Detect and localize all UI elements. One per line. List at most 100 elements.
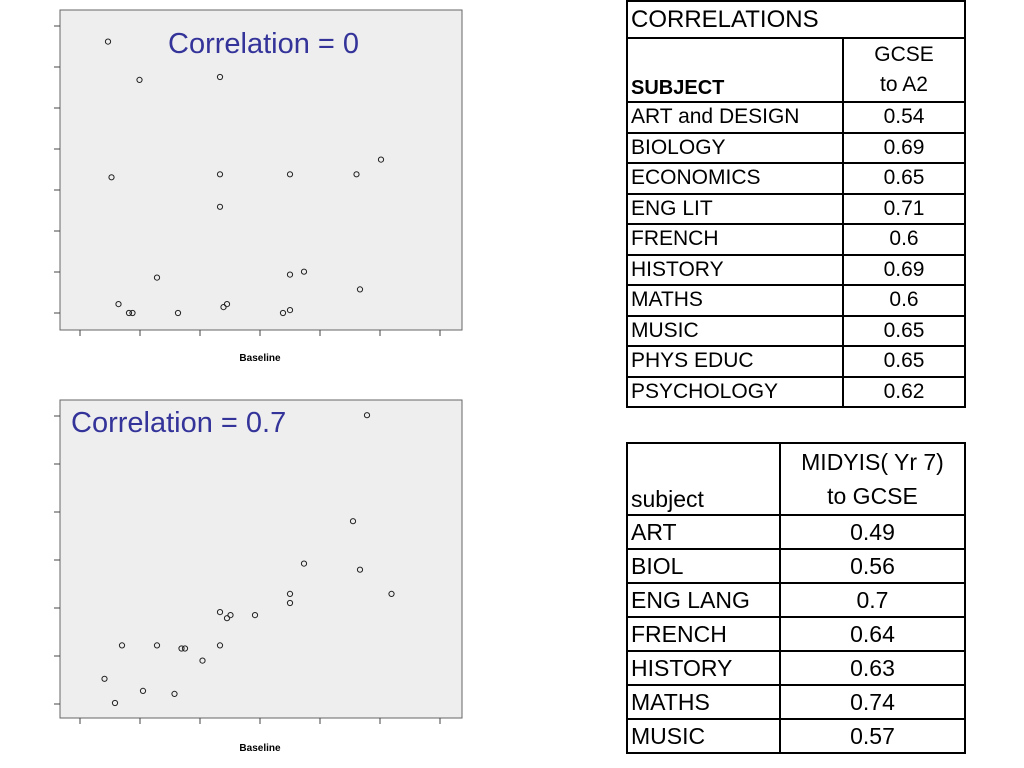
scatter-point xyxy=(139,687,147,694)
table-2-column-header-line-2: to GCSE xyxy=(827,483,918,509)
table-row: PHYS EDUC 0.65 xyxy=(626,345,966,378)
table-2-value-cell: 0.74 xyxy=(779,684,966,720)
table-2-header-row: subject MIDYIS( Yr 7) to GCSE xyxy=(626,442,966,516)
table-row: MUSIC 0.57 xyxy=(626,718,966,754)
scatter-point xyxy=(171,690,178,697)
scatter-point xyxy=(216,642,224,649)
table-1-subject-cell: HISTORY xyxy=(626,253,844,286)
scatter-plot-2: Correlation = 0.7 Baseline xyxy=(0,392,470,768)
scatter-point xyxy=(279,309,287,317)
table-1-title-row: CORRELATIONS xyxy=(626,0,966,39)
table-2-column-header: MIDYIS( Yr 7) to GCSE xyxy=(779,442,966,516)
scatter-point xyxy=(153,642,161,649)
scatter-point xyxy=(356,566,364,573)
table-1-subject-cell: FRENCH xyxy=(626,223,844,256)
table-2-subject-cell: MUSIC xyxy=(626,718,781,754)
scatter-plot-2-canvas xyxy=(54,399,463,724)
scatter-plot-1: Correlation = 0 Baseline xyxy=(0,0,470,380)
table-row: ECONOMICS 0.65 xyxy=(626,162,966,195)
table-1-value-cell: 0.69 xyxy=(842,131,966,164)
plot-area xyxy=(59,9,463,331)
scatter-point xyxy=(220,304,227,311)
table-1-value-cell: 0.54 xyxy=(842,101,966,134)
scatter-point xyxy=(388,590,395,597)
scatter-point xyxy=(286,599,294,607)
scatter-point xyxy=(136,76,143,84)
table-1-subject-header: SUBJECT xyxy=(626,37,844,103)
table-1-subject-cell: BIOLOGY xyxy=(626,131,844,164)
table-row: HISTORY 0.63 xyxy=(626,650,966,686)
scatter-point xyxy=(216,171,224,178)
table-2-subject-cell: FRENCH xyxy=(626,616,781,652)
table-1-column-header-line-1: GCSE xyxy=(874,43,934,66)
table-1-subject-cell: ART and DESIGN xyxy=(626,101,844,134)
table-row: BIOLOGY 0.69 xyxy=(626,131,966,164)
table-2-subject-cell: BIOL xyxy=(626,548,781,584)
table-2-value-cell: 0.57 xyxy=(779,718,966,754)
table-1-column-header-line-2: to A2 xyxy=(880,73,928,96)
table-2-value-cell: 0.49 xyxy=(779,514,966,550)
scatter-point xyxy=(216,609,224,616)
table-1-value-cell: 0.6 xyxy=(842,284,966,317)
table-1-subject-cell: PSYCHOLOGY xyxy=(626,375,844,408)
scatter-point xyxy=(216,203,224,210)
scatter-point xyxy=(118,642,126,649)
table-row: HISTORY 0.69 xyxy=(626,253,966,286)
table-1-value-cell: 0.65 xyxy=(842,345,966,378)
scatter-point xyxy=(300,560,308,567)
gcse-to-a2-correlations-table: CORRELATIONS SUBJECT GCSE to A2 ART and … xyxy=(626,0,966,408)
scatter-point xyxy=(286,590,294,597)
scatter-point xyxy=(377,156,385,163)
scatter-point xyxy=(181,645,189,652)
table-2-value-cell: 0.64 xyxy=(779,616,966,652)
table-1-subject-cell: MUSIC xyxy=(626,314,844,347)
table-2-subject-cell: ART xyxy=(626,514,781,550)
scatter-plot-1-canvas xyxy=(54,9,463,336)
scatter-point xyxy=(111,699,119,707)
table-1-subject-cell: ENG LIT xyxy=(626,192,844,225)
table-2-subject-header: subject xyxy=(626,442,781,516)
table-row: BIOL 0.56 xyxy=(626,548,966,584)
table-row: FRENCH 0.64 xyxy=(626,616,966,652)
table-2-value-cell: 0.7 xyxy=(779,582,966,618)
scatter-point xyxy=(223,615,231,622)
plot-1-x-axis-label: Baseline xyxy=(239,353,281,364)
scatter-point xyxy=(129,309,136,317)
scatter-point xyxy=(153,274,161,281)
table-1-value-cell: 0.65 xyxy=(842,162,966,195)
table-1-value-cell: 0.62 xyxy=(842,375,966,408)
table-row: ENG LIT 0.71 xyxy=(626,192,966,225)
scatter-point xyxy=(349,518,357,525)
scatter-point xyxy=(300,268,308,275)
table-1-subject-cell: ECONOMICS xyxy=(626,162,844,195)
table-row: MATHS 0.6 xyxy=(626,284,966,317)
scatter-point xyxy=(223,301,231,308)
plot-area xyxy=(59,399,463,719)
table-row: ART 0.49 xyxy=(626,514,966,550)
table-1-column-header: GCSE to A2 xyxy=(842,37,966,103)
scatter-point xyxy=(286,171,294,178)
table-row: PSYCHOLOGY 0.62 xyxy=(626,375,966,408)
table-2-value-cell: 0.56 xyxy=(779,548,966,584)
scatter-point xyxy=(115,301,122,308)
scatter-point xyxy=(125,309,133,317)
table-row: ART and DESIGN 0.54 xyxy=(626,101,966,134)
scatter-point xyxy=(286,271,294,278)
table-1-value-cell: 0.69 xyxy=(842,253,966,286)
table-2-column-header-line-1: MIDYIS( Yr 7) xyxy=(801,449,944,475)
scatter-point xyxy=(363,412,371,419)
table-2-subject-cell: ENG LANG xyxy=(626,582,781,618)
scatter-point xyxy=(353,171,360,178)
table-2-subject-cell: HISTORY xyxy=(626,650,781,686)
table-2-value-cell: 0.63 xyxy=(779,650,966,686)
scatter-point xyxy=(174,309,182,317)
scatter-point xyxy=(101,675,108,682)
table-row: MATHS 0.74 xyxy=(626,684,966,720)
plot-2-x-axis-label: Baseline xyxy=(239,743,281,754)
table-row: MUSIC 0.65 xyxy=(626,314,966,347)
table-1-value-cell: 0.71 xyxy=(842,192,966,225)
table-1-subject-cell: MATHS xyxy=(626,284,844,317)
scatter-point xyxy=(178,645,185,652)
table-1-value-cell: 0.6 xyxy=(842,223,966,256)
table-1-value-cell: 0.65 xyxy=(842,314,966,347)
